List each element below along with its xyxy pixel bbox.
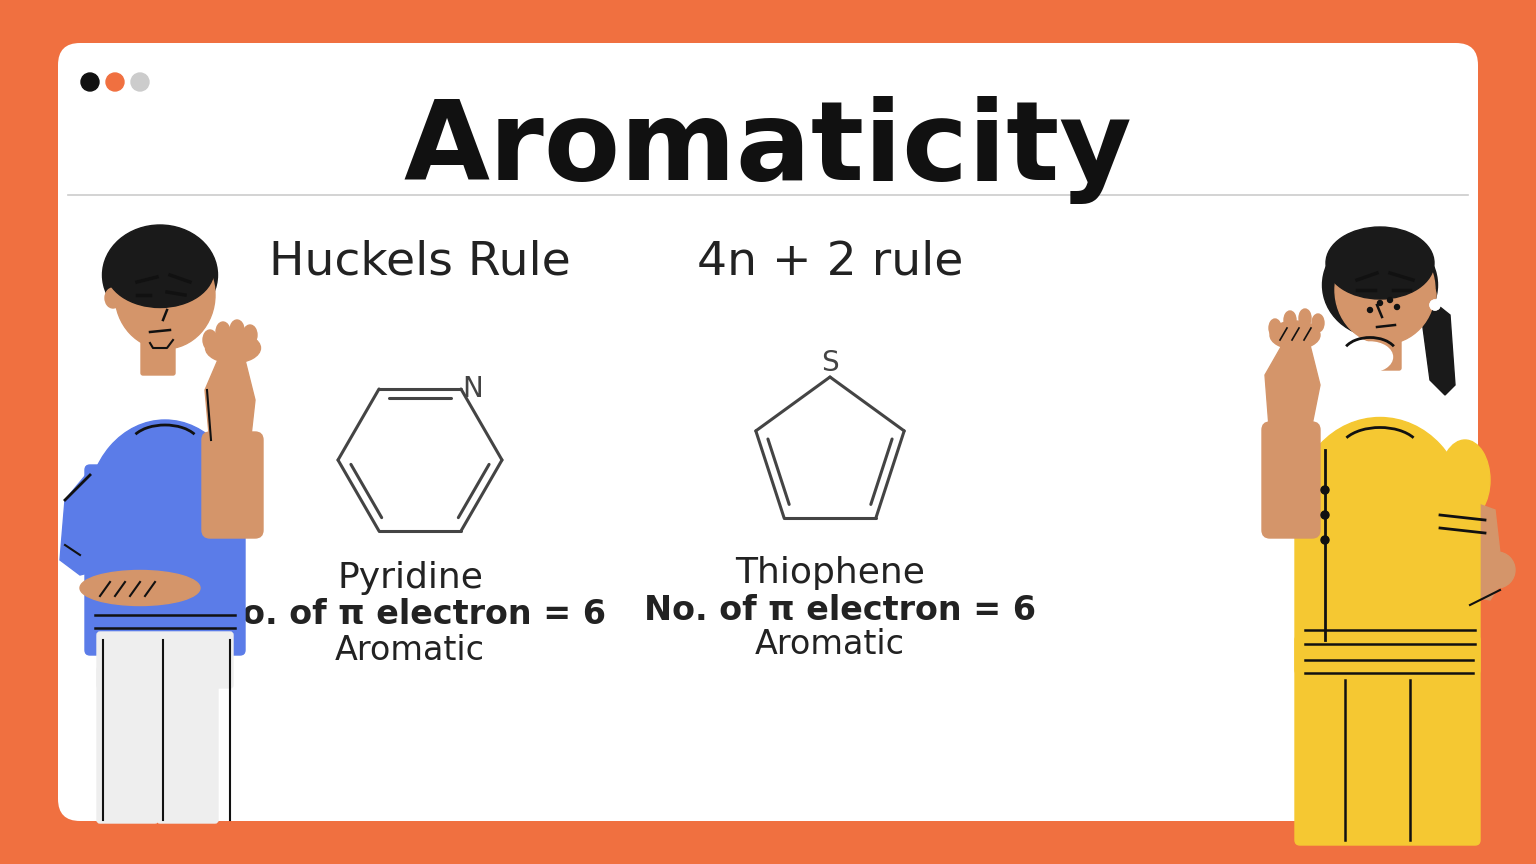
Ellipse shape <box>1284 311 1296 329</box>
FancyBboxPatch shape <box>97 632 233 688</box>
Ellipse shape <box>206 333 261 363</box>
Text: No. of π electron = 6: No. of π electron = 6 <box>644 594 1035 626</box>
Text: Aromatic: Aromatic <box>756 628 905 662</box>
Text: N: N <box>462 375 484 403</box>
FancyBboxPatch shape <box>58 43 1478 821</box>
Ellipse shape <box>1347 342 1393 372</box>
FancyBboxPatch shape <box>1369 331 1401 370</box>
FancyBboxPatch shape <box>1263 422 1319 538</box>
Ellipse shape <box>103 225 218 325</box>
Circle shape <box>131 73 149 91</box>
Ellipse shape <box>1295 417 1465 602</box>
Polygon shape <box>1419 295 1455 395</box>
Circle shape <box>1387 297 1393 302</box>
Polygon shape <box>1453 500 1504 600</box>
Ellipse shape <box>1441 440 1490 520</box>
Circle shape <box>1367 308 1373 313</box>
Circle shape <box>1321 486 1329 494</box>
Ellipse shape <box>243 325 257 345</box>
FancyBboxPatch shape <box>141 336 175 375</box>
FancyBboxPatch shape <box>1295 465 1481 675</box>
Circle shape <box>1430 300 1441 310</box>
Text: Aromaticity: Aromaticity <box>404 96 1132 204</box>
Ellipse shape <box>217 322 230 342</box>
FancyBboxPatch shape <box>1295 635 1481 845</box>
Circle shape <box>1395 304 1399 309</box>
Ellipse shape <box>1335 236 1435 344</box>
Text: Huckels Rule: Huckels Rule <box>269 239 571 284</box>
Ellipse shape <box>1326 227 1435 299</box>
Ellipse shape <box>203 330 217 350</box>
Text: S: S <box>822 349 839 377</box>
Polygon shape <box>60 470 115 575</box>
Ellipse shape <box>1299 309 1312 327</box>
Text: No. of π electron = 6: No. of π electron = 6 <box>214 599 607 632</box>
FancyBboxPatch shape <box>84 465 246 655</box>
FancyBboxPatch shape <box>157 667 218 823</box>
Ellipse shape <box>88 420 243 600</box>
Ellipse shape <box>1269 319 1281 337</box>
Ellipse shape <box>230 320 244 340</box>
Circle shape <box>1321 536 1329 544</box>
Ellipse shape <box>1275 453 1326 528</box>
Ellipse shape <box>1322 232 1438 338</box>
Text: Pyridine: Pyridine <box>336 561 482 595</box>
Ellipse shape <box>1424 286 1436 304</box>
Text: Aromatic: Aromatic <box>335 633 485 666</box>
Circle shape <box>81 73 98 91</box>
Ellipse shape <box>80 570 200 606</box>
Text: 4n + 2 rule: 4n + 2 rule <box>697 239 963 284</box>
Ellipse shape <box>1270 321 1319 349</box>
Polygon shape <box>204 355 255 445</box>
Circle shape <box>106 73 124 91</box>
Circle shape <box>1378 301 1382 306</box>
Ellipse shape <box>1312 314 1324 332</box>
Ellipse shape <box>106 232 214 308</box>
Ellipse shape <box>115 241 215 349</box>
Circle shape <box>1479 552 1514 588</box>
Circle shape <box>1321 511 1329 519</box>
Polygon shape <box>1266 340 1319 440</box>
Ellipse shape <box>104 288 121 308</box>
FancyBboxPatch shape <box>203 432 263 538</box>
FancyBboxPatch shape <box>97 667 158 823</box>
Text: Thiophene: Thiophene <box>736 556 925 590</box>
Circle shape <box>1430 300 1441 310</box>
